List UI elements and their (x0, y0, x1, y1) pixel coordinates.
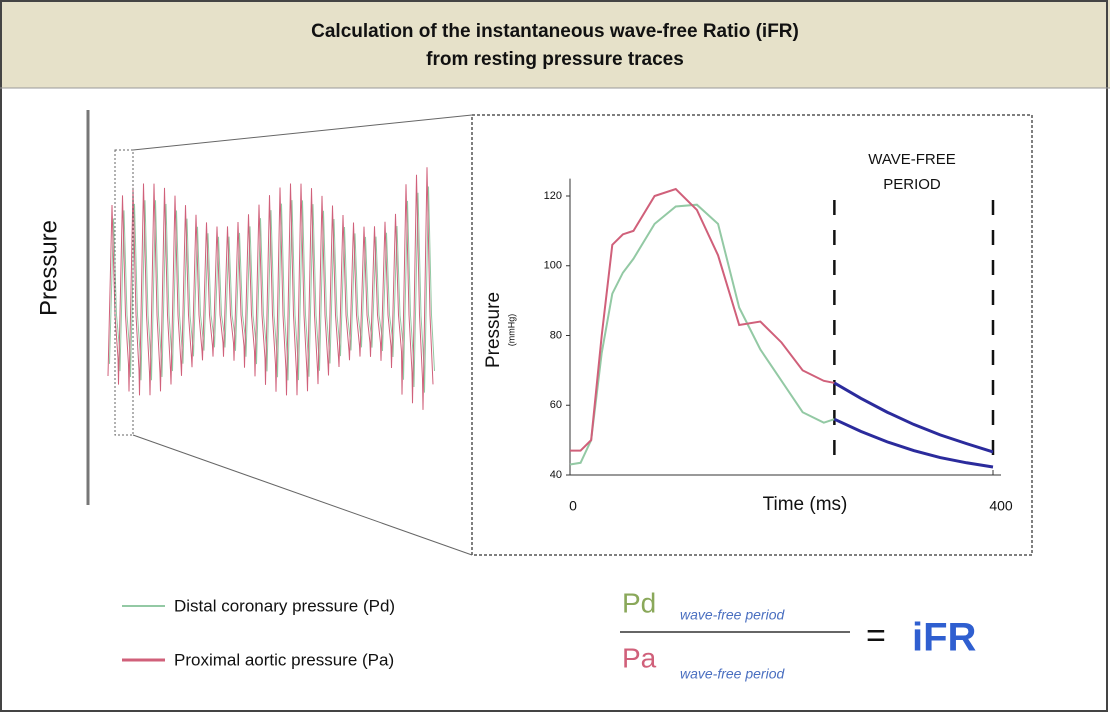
legend-label: Proximal aortic pressure (Pa) (174, 650, 394, 669)
y-tick-label: 100 (544, 260, 562, 272)
zoom-window (114, 149, 134, 436)
x-axis-label: Time (ms) (763, 494, 848, 515)
denominator: Pa (622, 642, 657, 673)
y-tick-label: 80 (550, 329, 562, 341)
y-tick-label: 40 (550, 469, 562, 481)
inset-chart: 40 60 80 100 120 0 400 (544, 178, 1013, 514)
x-tick-label: 400 (989, 498, 1013, 514)
legend-label: Distal coronary pressure (Pd) (174, 596, 395, 615)
zoom-line (132, 434, 473, 556)
y-axis-label: Pressure (483, 292, 504, 368)
subscript: wave-free period (680, 607, 785, 623)
header-band (0, 0, 1110, 88)
y-tick-label: 120 (544, 190, 562, 202)
equals: = (866, 617, 886, 655)
traces (107, 167, 435, 410)
zoom-line (132, 114, 473, 151)
annotation: PERIOD (883, 176, 941, 193)
line-series (570, 187, 835, 452)
y-tick-label: 60 (550, 399, 562, 411)
x-tick-label: 0 (569, 498, 577, 514)
wave-free-segment (833, 381, 994, 454)
trace (109, 186, 435, 393)
title-line: Calculation of the instantaneous wave-fr… (311, 21, 799, 42)
subscript: wave-free period (680, 666, 785, 682)
annotation: WAVE-FREE (868, 151, 956, 168)
trace (107, 167, 434, 410)
left-axis-label: Pressure (35, 220, 62, 316)
y-axis-unit: (mmHg) (506, 314, 516, 347)
wave-free-segment (833, 417, 994, 469)
title-line: from resting pressure traces (426, 49, 684, 70)
line-series (569, 203, 835, 466)
numerator: Pd (622, 587, 656, 618)
result: iFR (912, 616, 977, 660)
